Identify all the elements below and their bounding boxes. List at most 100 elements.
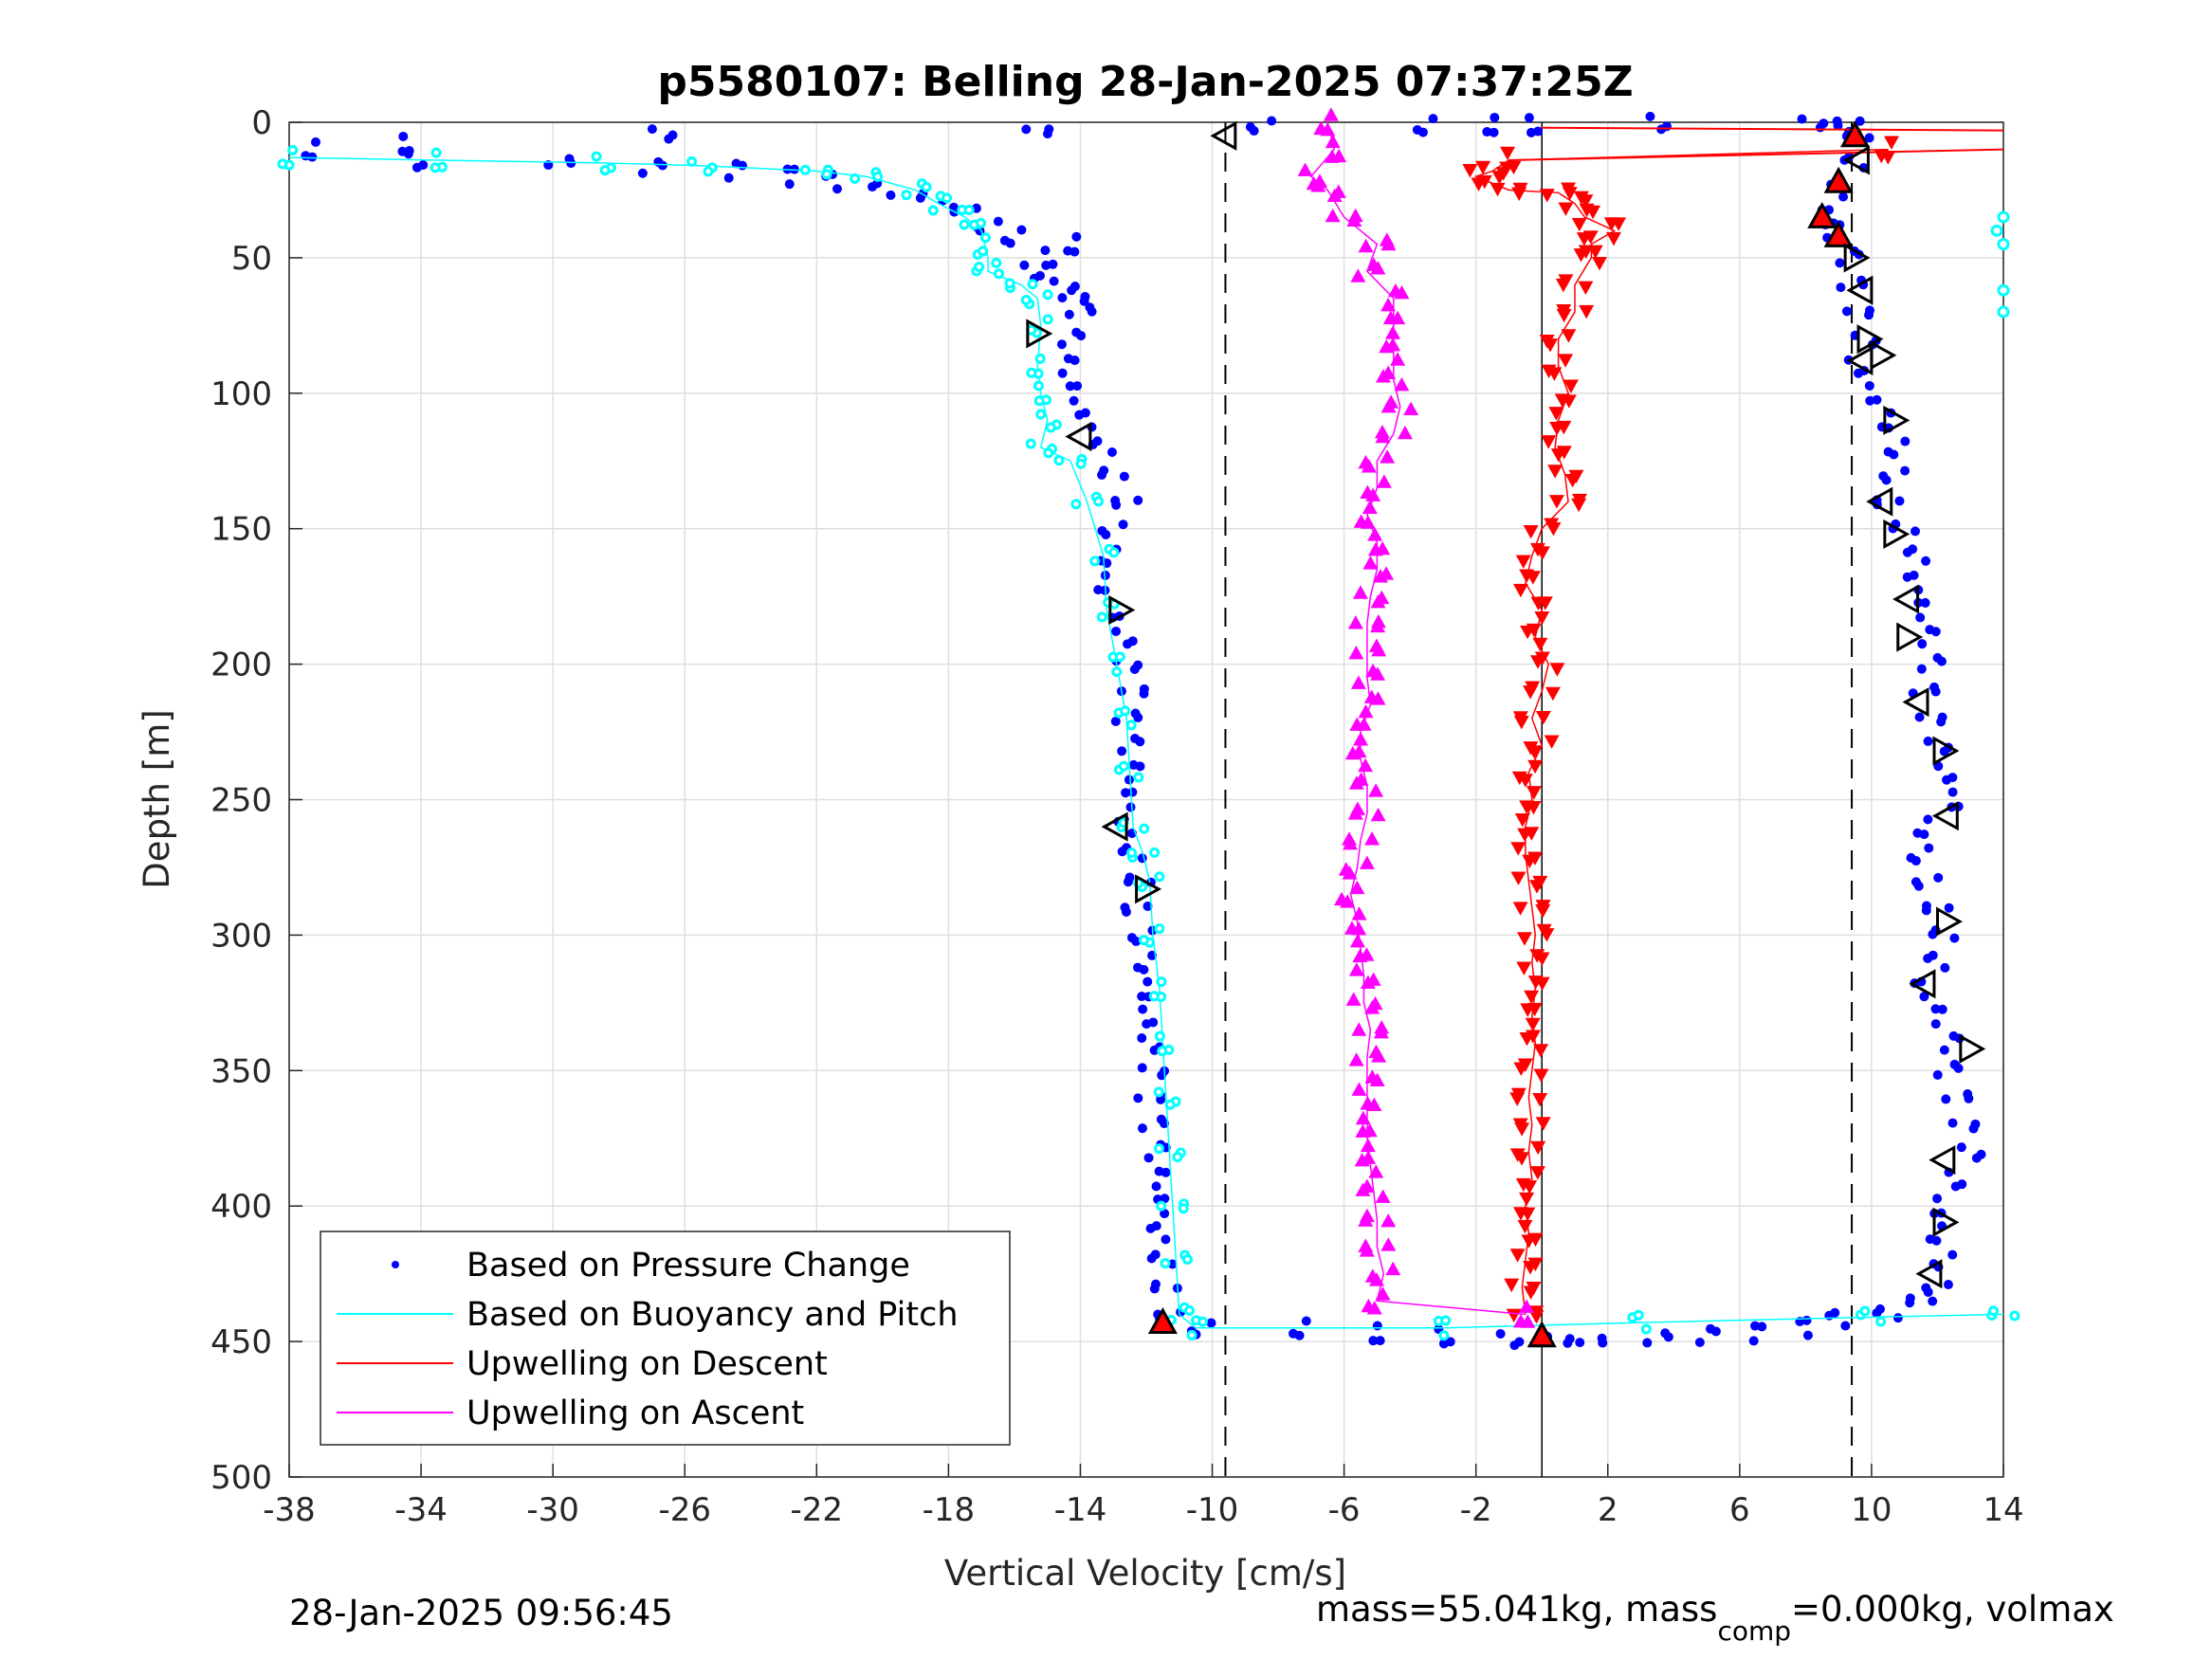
data-point: [1359, 855, 1375, 869]
data-point: [1097, 525, 1107, 536]
marker-triangle: [1839, 120, 1871, 148]
data-point: [1126, 848, 1138, 859]
data-point: [1797, 114, 1807, 124]
data-point: [1380, 1212, 1397, 1228]
timestamp: 28-Jan-2025 09:56:45: [289, 1593, 673, 1633]
data-point: [1371, 1048, 1387, 1063]
data-point: [886, 190, 896, 200]
data-point: [1149, 1045, 1160, 1055]
data-point: [1137, 853, 1147, 864]
data-point: [1056, 339, 1067, 350]
data-point: [1323, 107, 1339, 121]
marker-triangle: [1526, 1321, 1557, 1348]
data-point: [1563, 1338, 1573, 1348]
data-point: [1611, 217, 1627, 231]
data-point: [1042, 129, 1052, 139]
data-point: [1069, 395, 1079, 406]
data-point: [1748, 1336, 1759, 1346]
data-point: [1370, 666, 1386, 681]
data-point: [1525, 681, 1541, 695]
data-point: [1108, 547, 1120, 558]
data-point: [1373, 1024, 1389, 1039]
data-point: [1912, 828, 1923, 838]
data-point: [430, 147, 442, 158]
marker-triangle: [1915, 1259, 1943, 1289]
data-point: [1183, 1304, 1195, 1316]
data-point: [1522, 854, 1538, 869]
data-point: [1133, 1093, 1143, 1103]
x-tick-label: -34: [394, 1491, 448, 1529]
data-point: [1562, 187, 1578, 201]
data-point: [1523, 741, 1539, 756]
data-point: [1506, 1308, 1522, 1322]
data-point: [1936, 656, 1947, 666]
data-point: [1096, 611, 1107, 623]
data-point: [1245, 121, 1255, 132]
data-point: [1910, 526, 1921, 537]
mass-info: mass=55.041kg, masscomp=0.000kg, volmax: [1316, 1589, 2114, 1647]
data-point: [1534, 546, 1550, 560]
data-point: [1124, 775, 1134, 785]
data-point: [1512, 902, 1528, 916]
data-point: [1206, 1318, 1216, 1328]
data-point: [1149, 847, 1161, 858]
data-point: [1057, 293, 1068, 303]
x-tick-label: -14: [1054, 1491, 1107, 1529]
data-point: [1757, 1322, 1767, 1332]
data-point: [1368, 1164, 1384, 1178]
y-tick-label: 500: [210, 1459, 272, 1497]
data-point: [1364, 831, 1380, 846]
data-point: [1917, 639, 1928, 649]
legend-label: Based on Buoyancy and Pitch: [466, 1296, 959, 1334]
data-point: [1358, 1238, 1374, 1252]
data-point: [1534, 651, 1550, 665]
data-point: [1043, 447, 1054, 459]
data-point: [1865, 395, 1875, 406]
data-point: [1041, 260, 1051, 270]
data-point: [1394, 284, 1410, 300]
data-point: [637, 168, 648, 178]
data-point: [1511, 771, 1527, 786]
y-tick-label: 450: [210, 1323, 272, 1361]
data-point: [1352, 585, 1368, 599]
data-point: [1025, 438, 1036, 449]
data-point: [1361, 1150, 1377, 1164]
upwelling-line: [1473, 148, 1889, 1315]
data-point: [1591, 256, 1607, 271]
marker-triangle: [1108, 594, 1136, 625]
data-point: [979, 232, 991, 244]
data-point: [1119, 471, 1129, 482]
data-point: [1836, 283, 1846, 293]
data-point: [1352, 948, 1368, 963]
data-point: [1027, 279, 1038, 290]
data-point: [1150, 1249, 1161, 1260]
data-point: [1841, 306, 1852, 317]
data-point: [1360, 484, 1376, 500]
data-point: [1164, 1099, 1176, 1110]
legend-swatch: [392, 1261, 399, 1268]
data-point: [1156, 1200, 1167, 1212]
data-point: [1933, 872, 1944, 883]
data-point: [1133, 712, 1143, 722]
x-tick-label: -2: [1460, 1491, 1492, 1529]
data-point: [1110, 716, 1121, 726]
data-point: [1079, 296, 1089, 306]
data-point: [1120, 902, 1130, 913]
marker-triangle: [1932, 1207, 1960, 1237]
data-point: [1093, 496, 1105, 507]
data-point: [1123, 639, 1133, 649]
data-point: [1533, 1068, 1549, 1083]
data-point: [647, 124, 657, 135]
data-point: [1150, 1279, 1161, 1289]
data-point: [1932, 1194, 1943, 1204]
data-point: [1428, 114, 1438, 124]
data-point: [1380, 1237, 1397, 1251]
data-point: [1900, 436, 1910, 447]
data-point: [1910, 877, 1921, 887]
data-point: [703, 166, 714, 177]
data-point: [1550, 448, 1566, 463]
data-point: [1578, 245, 1594, 259]
data-point: [1350, 268, 1366, 283]
data-point: [1524, 990, 1540, 1005]
marker-triangle: [1883, 405, 1910, 435]
